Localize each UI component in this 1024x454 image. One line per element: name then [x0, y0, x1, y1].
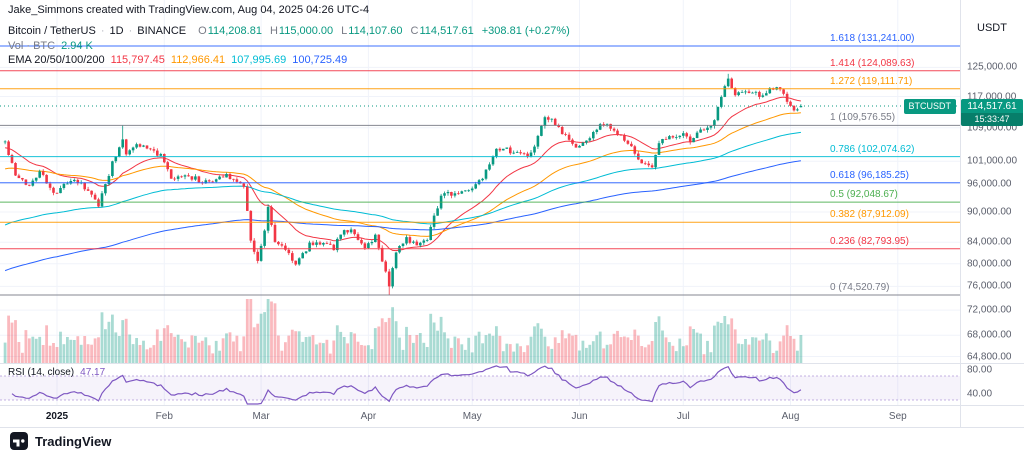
price-axis-label: 117,000.00	[967, 91, 1017, 102]
ema-legend[interactable]: EMA 20/50/100/200 115,797.45 112,966.41 …	[8, 54, 347, 66]
price-axis-label: 76,000.00	[967, 280, 1012, 292]
time-axis-label: Aug	[781, 411, 800, 422]
fib-level-label[interactable]: 1.414 (124,089.63)	[830, 57, 915, 69]
price-axis-label: 125,000.00	[967, 61, 1018, 73]
pane-divider[interactable]	[0, 363, 1024, 364]
ema-20-line[interactable]	[5, 96, 801, 252]
symbol-legend[interactable]: Bitcoin / TetherUS · 1D · BINANCE O 114,2…	[8, 25, 570, 37]
ema-100-value: 107,995.69	[231, 54, 287, 66]
rsi-axis-label: 40.00	[967, 388, 993, 400]
price-axis-label: 109,000.00	[967, 122, 1018, 134]
open-value: 114,208.81	[207, 25, 262, 37]
fib-level-label[interactable]: 1.618 (131,241.00)	[830, 33, 915, 44]
ema-50-line[interactable]	[5, 112, 801, 237]
last-price-badge: 114,517.61 15:33:47	[961, 98, 1023, 126]
candles-layer	[3, 73, 803, 295]
high-label: H	[269, 25, 278, 37]
rsi-value: 47.17	[80, 367, 106, 378]
time-axis-label: May	[462, 411, 482, 422]
price-axis-label: 80,000.00	[967, 258, 1012, 270]
volume-indicator-label: Vol · BTC	[8, 40, 56, 52]
close-label: C	[410, 25, 419, 37]
fib-level-label[interactable]: 1.272 (119,111.71)	[830, 75, 913, 87]
chart-canvas[interactable]	[0, 0, 960, 406]
ema-200-value: 100,725.49	[292, 54, 348, 66]
separator-dot: ·	[100, 25, 105, 37]
fib-level-label[interactable]: 0.786 (102,074.62)	[830, 143, 915, 155]
price-axis-label: 68,000.00	[967, 329, 1012, 341]
attribution-text: Jake_Simmons created with TradingView.co…	[8, 4, 370, 16]
volume-value: 2.94 K	[61, 40, 93, 52]
change-value: +308.81 (+0.27%)	[481, 25, 570, 37]
ema-100-line[interactable]	[4, 131, 801, 226]
price-axis-label: 72,000.00	[967, 304, 1012, 316]
interval-label[interactable]: 1D	[109, 25, 124, 37]
rsi-axis-label: 80.00	[967, 364, 993, 376]
rsi-band	[0, 376, 960, 400]
tradingview-logo-text[interactable]: TradingView	[35, 433, 112, 449]
time-axis-label: Jul	[676, 411, 690, 422]
time-axis-label: Sep	[888, 411, 907, 422]
footer-bar: TradingView	[0, 427, 1024, 454]
separator-dot: ·	[128, 25, 133, 37]
fib-lines-layer[interactable]	[0, 45, 960, 296]
price-axis-label: 64,800.00	[967, 351, 1012, 362]
close-value: 114,517.61	[419, 25, 474, 37]
time-axis-label: Mar	[252, 411, 270, 422]
time-axis-label: Feb	[155, 411, 173, 422]
price-axis-label: 96,000.00	[967, 178, 1012, 190]
symbol-price-tag: BTCUSDT	[903, 98, 956, 114]
ema-200-line[interactable]	[4, 160, 801, 272]
time-axis-label: Jun	[571, 411, 588, 422]
volume-layer	[3, 299, 803, 363]
rsi-indicator-label: RSI (14, close)	[8, 367, 75, 378]
fib-level-label[interactable]: 0.236 (82,793.95)	[830, 235, 909, 247]
bar-countdown: 15:33:47	[961, 112, 1023, 126]
fib-level-label[interactable]: 1 (109,576.55)	[830, 112, 896, 124]
rsi-line	[11, 365, 802, 405]
fib-level-label[interactable]: 0 (74,520.79)	[830, 282, 890, 293]
fib-level-label[interactable]: 0.382 (87,912.09)	[830, 209, 909, 221]
ema-20-value: 115,797.45	[110, 54, 165, 66]
ema-indicator-label: EMA 20/50/100/200	[8, 54, 105, 66]
low-value: 114,107.60	[348, 25, 403, 37]
time-axis-label: 2025	[45, 411, 69, 422]
price-axis-label: 101,000.00	[967, 155, 1018, 167]
exchange-label: BINANCE	[137, 25, 187, 37]
price-axis-label: 84,000.00	[967, 236, 1012, 248]
ohlc-values: O 114,208.81 H 115,000.00 L 114,107.60 C 114…	[198, 25, 570, 37]
last-price-value: 114,517.61	[961, 98, 1023, 113]
volume-legend[interactable]: Vol · BTC 2.94 K	[8, 40, 93, 52]
high-value: 115,000.00	[278, 25, 334, 37]
rsi-legend[interactable]: RSI (14, close) 47.17	[8, 367, 105, 378]
fib-level-label[interactable]: 0.618 (96,185.25)	[830, 169, 909, 181]
axis-currency-label: USDT	[977, 22, 1007, 34]
price-axis-label: 90,000.00	[967, 206, 1012, 218]
low-label: L	[341, 25, 348, 37]
tradingview-logo-icon[interactable]	[10, 432, 28, 450]
pane-divider[interactable]	[0, 405, 1024, 406]
rsi-layer	[0, 365, 960, 405]
symbol-name[interactable]: Bitcoin / TetherUS	[8, 25, 96, 37]
fib-level-label[interactable]: 0.5 (92,048.67)	[830, 189, 898, 201]
open-label: O	[198, 25, 207, 37]
price-axis-separator	[960, 0, 961, 427]
ema-50-value: 112,966.41	[170, 54, 226, 66]
time-axis-label: Apr	[360, 411, 377, 422]
